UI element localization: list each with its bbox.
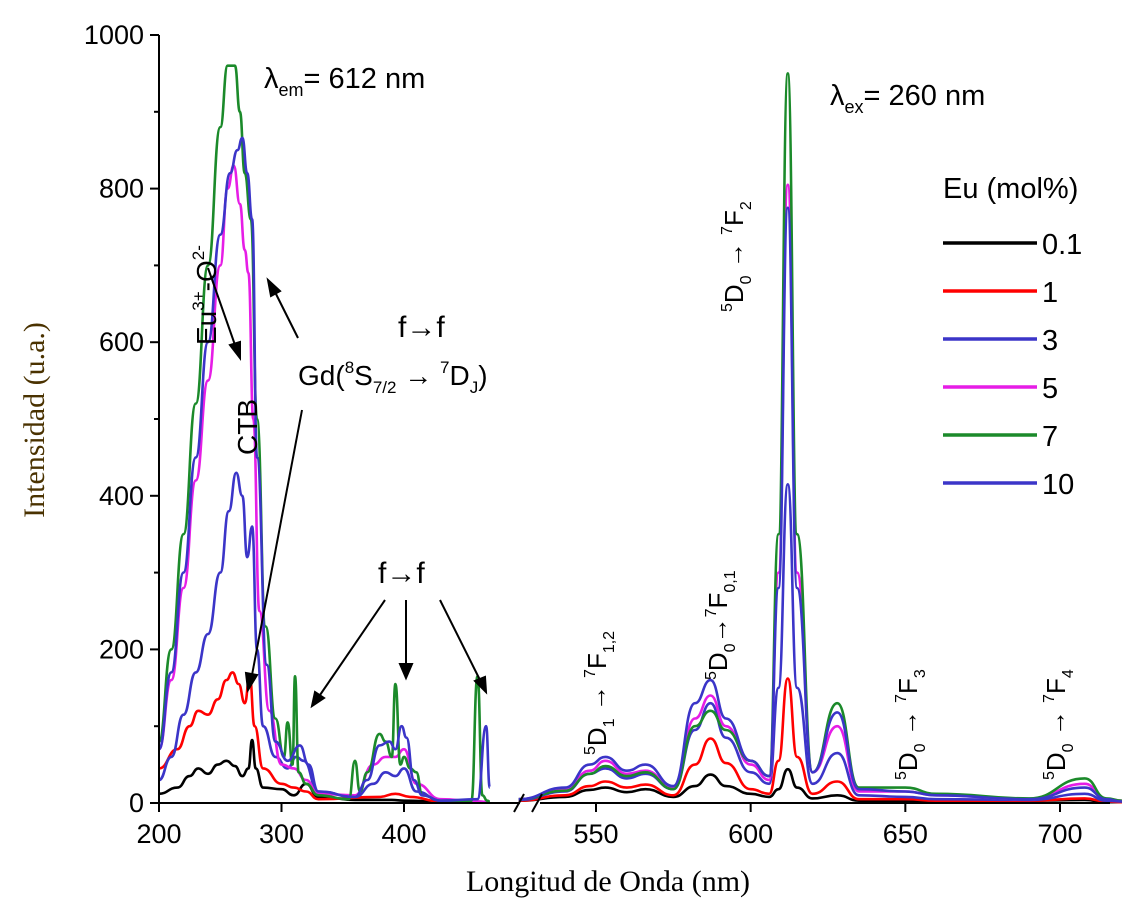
legend-label-7: 7 (1042, 421, 1058, 453)
arrowhead-gd-up (266, 277, 282, 298)
y-tick-label: 400 (99, 481, 144, 511)
x-tick-label: 300 (259, 819, 304, 849)
arrow-ff-1 (319, 599, 386, 696)
arrowhead-gd-down (244, 671, 259, 694)
ctb-label: CTB (232, 399, 263, 455)
x-tick-label: 550 (573, 819, 618, 849)
eu-o-ctb-label: Eu3+-O2- (189, 245, 222, 345)
lambda-em-label: λem= 612 nm (264, 63, 425, 100)
y-tick-label: 1000 (84, 20, 144, 50)
legend-label-3: 3 (1042, 325, 1058, 357)
annotation-arrows (207, 267, 488, 709)
arrowhead-ff-2 (398, 663, 414, 681)
gd-transition-label: Gd(8S7/2 → 7DJ) (298, 358, 488, 397)
series-10-excitation-line (157, 136, 492, 803)
transition-d0-f2: 5D0 → 7F2 (719, 201, 755, 312)
arrow-gd-up (274, 291, 299, 339)
x-tick-label: 600 (728, 819, 773, 849)
transition-d0-f4: 5D0 → 7F4 (1041, 669, 1077, 780)
series-3-emission-line (518, 482, 1122, 803)
arrowhead-ff-1 (310, 690, 326, 709)
y-tick-label: 800 (99, 174, 144, 204)
axes (158, 35, 1110, 813)
legend-label-0.1: 0.1 (1042, 229, 1082, 261)
y-ticks: 0 200 400 600 800 1000 (84, 20, 159, 818)
series-10-emission-line (518, 206, 1122, 803)
x-tick-label: 200 (136, 819, 181, 849)
y-axis-title: Intensidad (u.a.) (18, 322, 51, 518)
arrow-gd-down (251, 409, 303, 676)
axis-break-mark-2 (531, 793, 543, 813)
arrowhead-ff-3 (473, 675, 488, 695)
legend-title: Eu (mol%) (943, 173, 1078, 205)
x-tick-label: 650 (883, 819, 928, 849)
ff-mid-label: f→f (378, 557, 425, 590)
x-axis-title: Longitud de Onda (nm) (466, 865, 750, 898)
legend-label-1: 1 (1042, 277, 1058, 309)
transition-d1-f12: 5D1 → 7F1,2 (582, 631, 618, 755)
x-ticks: 200 300 400 550 600 650 700 (136, 803, 1083, 849)
y-tick-label: 200 (99, 634, 144, 664)
series-3-excitation-line (158, 471, 490, 804)
legend-label-5: 5 (1042, 373, 1058, 405)
ff-top-label: f→f (398, 311, 445, 344)
axis-break-mark-1 (513, 793, 525, 813)
lambda-ex-label: λex= 260 nm (830, 80, 985, 117)
y-tick-label: 600 (99, 327, 144, 357)
arrow-eu-ctb (207, 267, 236, 346)
series-1-emission-line (518, 677, 1122, 804)
series-7-excitation-line (157, 64, 490, 803)
series-1-excitation-line (158, 671, 490, 804)
legend-label-10: 10 (1042, 469, 1074, 501)
transition-d0-f01: 5D0→7F0,1 (703, 570, 739, 680)
series-5-excitation-line (157, 164, 490, 804)
arrowhead-eu-ctb (228, 340, 241, 361)
arrow-ff-3 (439, 599, 481, 681)
y-tick-label: 0 (129, 788, 144, 818)
plot-lines (157, 64, 1122, 804)
x-tick-label: 400 (381, 819, 426, 849)
transition-d0-f3: 5D0 → 7F3 (893, 669, 929, 780)
x-tick-label: 700 (1037, 819, 1082, 849)
series-0.1-excitation-line (158, 738, 490, 804)
legend: Eu (mol%) 0.1 1 3 5 7 10 (943, 173, 1082, 501)
